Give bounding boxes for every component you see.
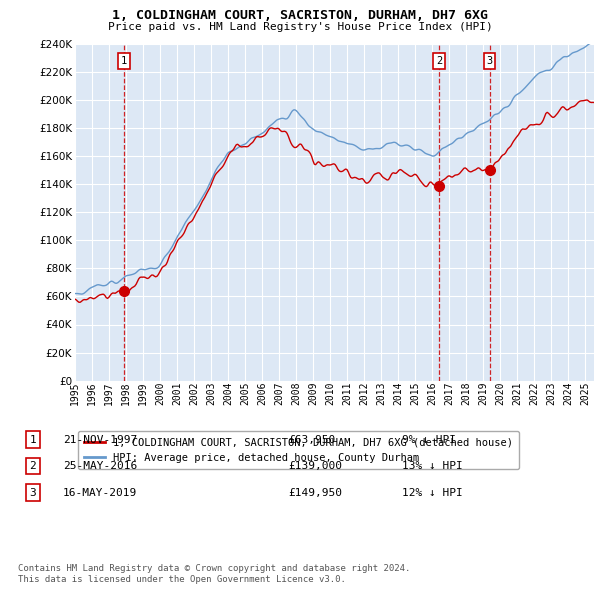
Text: 2: 2 [436,56,442,66]
Text: 12% ↓ HPI: 12% ↓ HPI [402,488,463,497]
Legend: 1, COLDINGHAM COURT, SACRISTON, DURHAM, DH7 6XG (detached house), HPI: Average p: 1, COLDINGHAM COURT, SACRISTON, DURHAM, … [77,431,519,469]
Text: £63,950: £63,950 [288,435,335,444]
Text: 13% ↓ HPI: 13% ↓ HPI [402,461,463,471]
Text: £139,000: £139,000 [288,461,342,471]
Text: 9% ↓ HPI: 9% ↓ HPI [402,435,456,444]
Text: This data is licensed under the Open Government Licence v3.0.: This data is licensed under the Open Gov… [18,575,346,584]
Text: 3: 3 [29,488,37,497]
Text: Price paid vs. HM Land Registry's House Price Index (HPI): Price paid vs. HM Land Registry's House … [107,22,493,32]
Text: 3: 3 [487,56,493,66]
Text: 2: 2 [29,461,37,471]
Text: 1, COLDINGHAM COURT, SACRISTON, DURHAM, DH7 6XG: 1, COLDINGHAM COURT, SACRISTON, DURHAM, … [112,9,488,22]
Text: 25-MAY-2016: 25-MAY-2016 [63,461,137,471]
Text: 16-MAY-2019: 16-MAY-2019 [63,488,137,497]
Text: Contains HM Land Registry data © Crown copyright and database right 2024.: Contains HM Land Registry data © Crown c… [18,565,410,573]
Text: £149,950: £149,950 [288,488,342,497]
Text: 21-NOV-1997: 21-NOV-1997 [63,435,137,444]
Text: 1: 1 [29,435,37,444]
Text: 1: 1 [121,56,127,66]
